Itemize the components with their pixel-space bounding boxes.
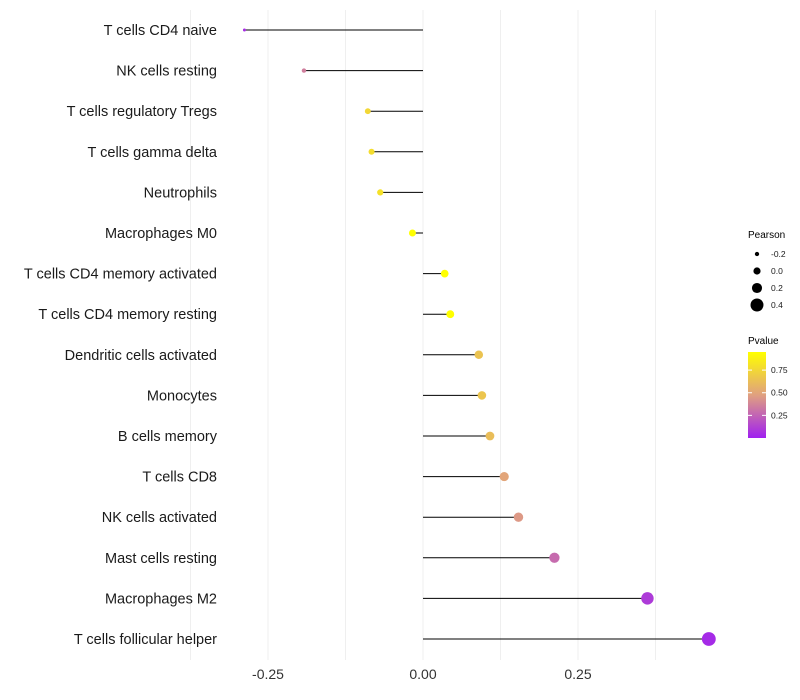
lollipop-point (499, 472, 509, 482)
lollipop-points (242, 28, 716, 646)
x-axis-ticks: -0.25 0.00 0.25 (252, 666, 592, 682)
pearson-legend-key (751, 282, 763, 294)
lollipop-point (408, 229, 416, 237)
category-label: T cells CD8 (142, 470, 217, 486)
pearson-legend-label: 0.4 (771, 300, 783, 310)
pearson-legend-label: 0.0 (771, 266, 783, 276)
pvalue-legend-label: 0.25 (771, 410, 788, 420)
category-label: T cells regulatory Tregs (67, 104, 217, 120)
lollipop-point (377, 189, 384, 196)
lollipop-point (701, 632, 716, 646)
category-label: T cells follicular helper (74, 632, 217, 648)
category-label: B cells memory (118, 429, 218, 445)
category-label: Dendritic cells activated (65, 348, 217, 364)
pvalue-colorbar (748, 352, 766, 438)
pvalue-legend-label: 0.50 (771, 388, 788, 398)
category-label: T cells CD4 naive (104, 23, 217, 39)
pearson-legend-label: -0.2 (771, 249, 786, 259)
category-label: Macrophages M2 (105, 591, 217, 607)
lollipop-point (301, 68, 307, 73)
category-label: NK cells activated (102, 510, 217, 526)
category-label: Neutrophils (144, 185, 217, 201)
pearson-size-legend: Pearson -0.2 0.0 0.2 0.4 (748, 230, 786, 312)
lollipop-point (477, 391, 487, 400)
lollipop-point (364, 108, 371, 115)
pearson-legend-key (754, 251, 760, 257)
pvalue-legend-label: 0.75 (771, 365, 788, 375)
x-tick-label: 0.25 (564, 666, 591, 682)
category-label: Mast cells resting (105, 551, 217, 567)
category-label: Monocytes (147, 388, 217, 404)
category-label: T cells CD4 memory activated (24, 267, 217, 283)
category-label: T cells gamma delta (88, 145, 218, 161)
pvalue-legend-title: Pvalue (748, 336, 779, 347)
category-label: NK cells resting (116, 64, 217, 80)
x-tick-label: 0.00 (409, 666, 436, 682)
lollipop-stems (244, 29, 709, 640)
lollipop-point (485, 431, 495, 441)
lollipop-point (641, 592, 654, 605)
y-axis-labels: T cells CD4 naive NK cells resting T cells… (24, 23, 218, 648)
pearson-legend-key (750, 298, 764, 312)
category-label: T cells CD4 memory resting (38, 307, 217, 323)
lollipop-point (242, 28, 246, 32)
lollipop-point (513, 512, 524, 522)
category-label: Macrophages M0 (105, 226, 217, 242)
lollipop-point (440, 269, 449, 278)
pearson-legend-title: Pearson (748, 230, 785, 241)
pearson-legend-label: 0.2 (771, 283, 783, 293)
lollipop-point (368, 148, 375, 155)
lollipop-point (474, 350, 484, 360)
grid-lines (190, 10, 656, 660)
lollipop-point (549, 552, 560, 563)
pvalue-color-legend: Pvalue 0.75 0.50 0.25 (748, 336, 788, 438)
x-tick-label: -0.25 (252, 666, 284, 682)
lollipop-point (446, 310, 455, 319)
pearson-legend-key (753, 267, 761, 275)
